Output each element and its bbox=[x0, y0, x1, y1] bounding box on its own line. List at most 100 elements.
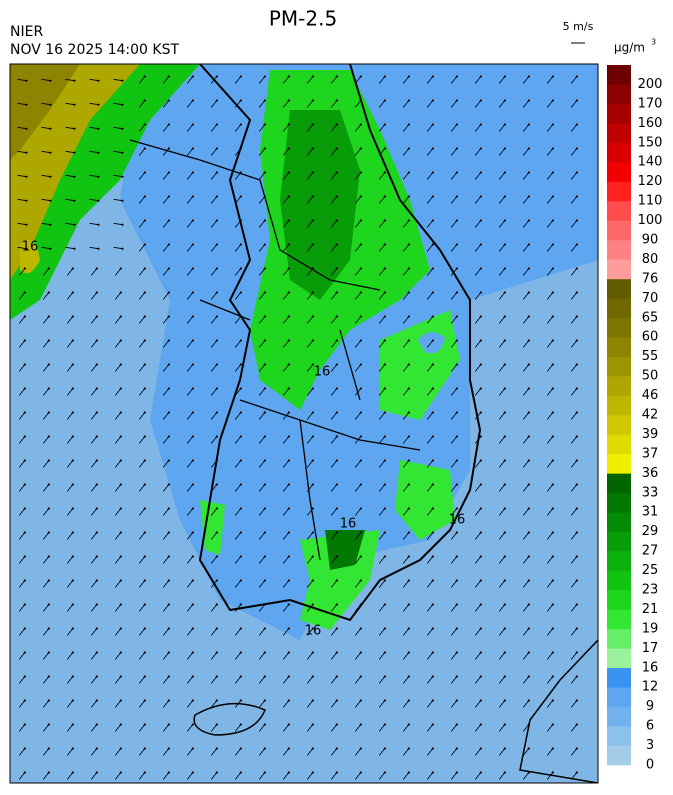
wind-arrow-head bbox=[407, 195, 410, 198]
wind-arrow bbox=[282, 244, 290, 252]
wind-arrow bbox=[306, 292, 314, 300]
wind-arrow bbox=[138, 484, 146, 492]
wind-arrow-head bbox=[479, 411, 482, 414]
wind-arrow-head bbox=[167, 147, 170, 150]
wind-arrow-head bbox=[383, 771, 386, 774]
wind-arrow-head bbox=[503, 195, 506, 198]
wind-arrow bbox=[66, 676, 74, 684]
wind-arrow-head bbox=[407, 339, 410, 342]
wind-arrow bbox=[426, 748, 434, 756]
wind-arrow-head bbox=[503, 243, 506, 246]
wind-arrow bbox=[162, 220, 170, 228]
wind-arrow-head bbox=[311, 267, 314, 270]
wind-arrow-head bbox=[25, 79, 28, 82]
wind-arrow-head bbox=[23, 267, 26, 270]
wind-arrow-head bbox=[503, 459, 506, 462]
wind-arrow-head bbox=[71, 435, 74, 438]
wind-arrow bbox=[186, 724, 194, 732]
wind-arrow bbox=[162, 508, 170, 516]
wind-arrow bbox=[41, 78, 51, 82]
wind-arrow-head bbox=[97, 175, 100, 178]
wind-arrow-head bbox=[479, 723, 482, 726]
wind-arrow-head bbox=[25, 103, 28, 106]
wind-arrow-head bbox=[431, 267, 434, 270]
wind-arrow-head bbox=[527, 219, 530, 222]
wind-arrow bbox=[522, 196, 530, 204]
wind-arrow bbox=[546, 412, 554, 420]
wind-arrow bbox=[186, 436, 194, 444]
wind-arrow bbox=[450, 508, 458, 516]
wind-arrow bbox=[90, 484, 98, 492]
wind-arrow bbox=[522, 292, 530, 300]
wind-arrow-head bbox=[239, 555, 242, 558]
wind-arrow-head bbox=[167, 603, 170, 606]
wind-arrow bbox=[162, 724, 170, 732]
wind-arrow bbox=[138, 316, 146, 324]
wind-arrow bbox=[282, 436, 290, 444]
wind-arrow bbox=[113, 150, 123, 154]
wind-arrow-head bbox=[527, 531, 530, 534]
colorbar-swatch bbox=[607, 278, 631, 299]
wind-arrow-head bbox=[311, 435, 314, 438]
wind-arrow bbox=[258, 292, 266, 300]
wind-arrow bbox=[306, 604, 314, 612]
wind-arrow bbox=[306, 100, 314, 108]
wind-arrow-head bbox=[239, 411, 242, 414]
colorbar-label: 6 bbox=[646, 719, 654, 734]
wind-arrow bbox=[450, 700, 458, 708]
wind-arrow-head bbox=[455, 339, 458, 342]
wind-arrow-head bbox=[503, 747, 506, 750]
wind-arrow-head bbox=[551, 771, 554, 774]
wind-arrow-head bbox=[311, 483, 314, 486]
wind-arrow bbox=[378, 700, 386, 708]
colorbar-label: 200 bbox=[638, 77, 663, 92]
wind-arrow bbox=[90, 316, 98, 324]
wind-arrow-head bbox=[335, 459, 338, 462]
colorbar-label: 65 bbox=[642, 310, 659, 325]
wind-arrow-head bbox=[47, 507, 50, 510]
colorbar-swatch bbox=[607, 298, 631, 319]
wind-arrow bbox=[546, 388, 554, 396]
wind-arrow bbox=[18, 412, 26, 420]
wind-arrow bbox=[210, 268, 218, 276]
wind-arrow bbox=[18, 316, 26, 324]
wind-arrow-head bbox=[527, 555, 530, 558]
wind-arrow bbox=[66, 700, 74, 708]
wind-arrow-head bbox=[479, 651, 482, 654]
colorbar-swatch bbox=[607, 512, 631, 532]
wind-arrow-head bbox=[311, 651, 314, 654]
wind-arrow-head bbox=[407, 651, 410, 654]
wind-arrow-head bbox=[503, 363, 506, 366]
wind-arrow bbox=[354, 556, 362, 564]
wind-arrow bbox=[258, 340, 266, 348]
wind-arrow-head bbox=[71, 675, 74, 678]
wind-arrow bbox=[426, 484, 434, 492]
wind-arrow-head bbox=[143, 435, 146, 438]
wind-arrow bbox=[186, 676, 194, 684]
wind-arrow bbox=[354, 508, 362, 516]
wind-arrow bbox=[162, 340, 170, 348]
wind-arrow-head bbox=[143, 219, 146, 222]
wind-arrow-head bbox=[167, 627, 170, 630]
wind-arrow bbox=[234, 556, 242, 564]
wind-arrow bbox=[210, 388, 218, 396]
wind-arrow-head bbox=[575, 315, 578, 318]
wind-arrow-head bbox=[479, 99, 482, 102]
wind-arrow bbox=[546, 652, 554, 660]
wind-arrow-head bbox=[479, 339, 482, 342]
wind-arrow bbox=[450, 484, 458, 492]
colorbar-label: 100 bbox=[638, 213, 663, 228]
wind-arrow-head bbox=[143, 387, 146, 390]
wind-arrow-head bbox=[263, 291, 266, 294]
wind-arrow-head bbox=[383, 675, 386, 678]
wind-arrow-head bbox=[551, 75, 554, 78]
wind-arrow bbox=[498, 532, 506, 540]
wind-arrow bbox=[66, 604, 74, 612]
wind-arrow bbox=[426, 700, 434, 708]
colorbar-swatch bbox=[607, 337, 631, 357]
wind-arrow-head bbox=[167, 411, 170, 414]
wind-arrow bbox=[306, 700, 314, 708]
wind-arrow bbox=[234, 412, 242, 420]
wind-arrow-head bbox=[431, 531, 434, 534]
wind-arrow bbox=[546, 292, 554, 300]
